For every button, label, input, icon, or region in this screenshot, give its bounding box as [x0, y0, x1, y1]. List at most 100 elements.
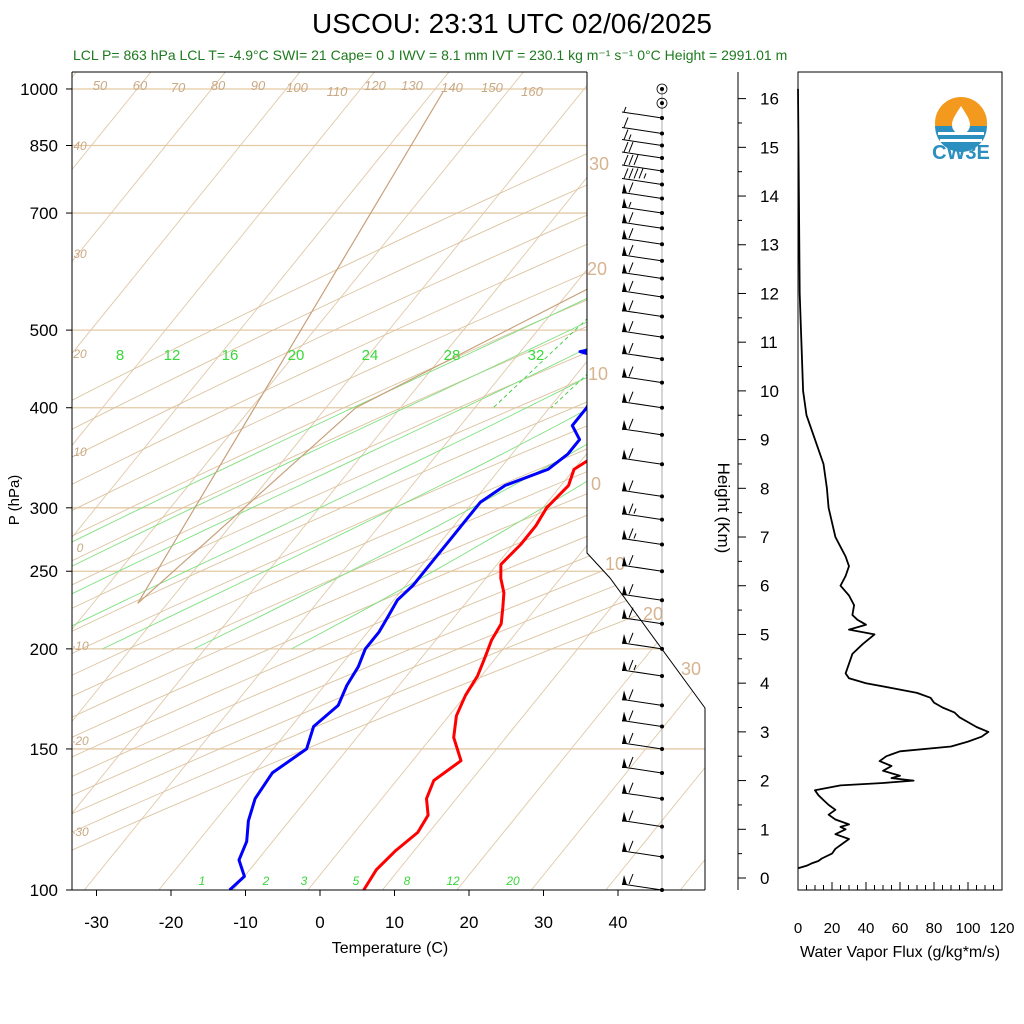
wind-barb-flag [628, 528, 634, 539]
height-axis-title: Height (Km) [714, 463, 733, 554]
flux-tick-label: 60 [892, 920, 909, 937]
isotherm-line [158, 215, 705, 890]
wind-barb-pennant [622, 392, 627, 403]
isotherm-line [72, 72, 450, 539]
mixing-ratio-line [775, 72, 1024, 408]
moist-adiabat-label: 16 [222, 347, 239, 364]
moist-adiabat-label: 8 [116, 347, 124, 364]
wind-barb-flag [628, 810, 634, 821]
wind-barb-flag [628, 280, 634, 292]
wind-barb-half-flag [623, 106, 627, 113]
height-tick-label: 4 [760, 674, 769, 693]
wind-barb-flag [628, 584, 634, 595]
moist-adiabat-label: 24 [362, 347, 379, 364]
wind-barb-flag [628, 212, 634, 223]
wind-barb-dot [660, 86, 664, 91]
potential-temperature-label: 60 [133, 78, 148, 93]
wind-barb-pennant [622, 367, 627, 378]
wind-barb-shaft [621, 111, 663, 119]
logo-text: CW3E [932, 142, 990, 164]
wind-barb-shaft [621, 164, 663, 172]
wind-barb-pennant [622, 660, 627, 671]
pressure-tick-label: 400 [30, 399, 58, 418]
wind-barb-flag [628, 710, 634, 721]
dry-adiabat-line [72, 588, 705, 851]
wind-barb-pennant [622, 633, 627, 644]
pressure-tick-label: 200 [30, 640, 58, 659]
mixing-ratio-label: 20 [505, 874, 520, 888]
wind-barb-pennant [622, 585, 627, 596]
wind-barb-shaft [621, 489, 663, 497]
dry-adiabat-line [72, 569, 705, 833]
pressure-tick-label: 250 [30, 562, 58, 581]
pressure-tick-label: 100 [30, 881, 58, 900]
temperature-tick-label: 10 [385, 913, 404, 932]
height-tick-label: 16 [760, 90, 779, 109]
moist-adiabat-line [72, 314, 705, 627]
potential-temperature-label: 110 [327, 84, 348, 99]
height-tick-label: 7 [760, 528, 769, 547]
wind-barb-pennant [622, 841, 627, 852]
wind-barb-flag [628, 262, 634, 273]
wind-barb-flag [623, 117, 629, 128]
wind-barb-flag [633, 154, 639, 166]
flux-tick-label: 120 [989, 920, 1014, 937]
wind-barb-flag [628, 244, 634, 256]
wind-barb-flag [628, 448, 634, 459]
wind-barb-flag [638, 168, 644, 179]
dry-adiabat-line [72, 488, 705, 758]
wind-barb-flag [628, 154, 634, 166]
flux-tick-label: 100 [955, 920, 980, 937]
wind-barb-half-flag [633, 533, 637, 539]
wind-barb-flag [623, 168, 629, 179]
wind-barb-pennant [622, 811, 627, 822]
dry-adiabat-line [72, 352, 705, 632]
wind-panel-label: 10 [605, 554, 625, 574]
temperature-axis-title: Temperature (C) [332, 940, 448, 957]
wind-barb-pennant [622, 529, 627, 540]
wind-barb-flag [623, 154, 629, 166]
temperature-tick-label: 0 [315, 913, 324, 932]
height-tick-label: 13 [760, 236, 779, 255]
wind-barb-shaft [621, 428, 663, 436]
height-tick-label: 6 [760, 577, 769, 596]
parcel-path-line [137, 91, 705, 604]
isotherm-label: -20 [71, 734, 89, 748]
wind-barb-flag [628, 366, 634, 377]
wind-panel-label: 20 [643, 604, 663, 624]
wind-barb-flag [628, 607, 634, 618]
wind-barb-flag [623, 129, 629, 140]
flux-axis-title: Water Vapor Flux (g/kg*m/s) [800, 944, 1000, 961]
wind-panel-border [586, 72, 706, 890]
mixing-ratio-label: 3 [301, 874, 308, 888]
isotherm-line [72, 72, 301, 355]
wind-barb-shaft [621, 309, 663, 317]
moist-adiabat-line [72, 288, 705, 595]
wind-barb-flag [628, 480, 634, 491]
wind-barb-shaft [621, 698, 663, 706]
wind-barb-flag [628, 782, 634, 793]
potential-temperature-label: 90 [251, 78, 266, 93]
dry-adiabat-line [72, 509, 705, 777]
wind-barb-flag [628, 168, 634, 179]
isotherm-line [72, 72, 599, 723]
isotherm-line [72, 72, 226, 263]
isotherm-label: -30 [71, 825, 89, 839]
wind-panel-background [587, 72, 720, 890]
wind-barb-shaft [621, 766, 663, 774]
wind-barb-pennant [622, 733, 627, 744]
height-tick-label: 11 [760, 333, 778, 352]
height-tick-label: 12 [760, 284, 779, 303]
wind-panel-label: 10 [588, 364, 608, 384]
potential-temperature-label: 150 [481, 80, 503, 95]
wind-barb-dot [660, 101, 664, 106]
mixing-ratio-label: 12 [446, 874, 460, 888]
potential-temperature-label: 160 [521, 84, 543, 99]
wind-barb-half-flag [628, 134, 632, 140]
isotherm-line [72, 72, 524, 631]
mixing-ratio-line [679, 384, 705, 409]
moist-adiabat-line [72, 263, 705, 567]
wind-barb-shaft [621, 850, 663, 858]
isotherm-line [72, 72, 375, 447]
